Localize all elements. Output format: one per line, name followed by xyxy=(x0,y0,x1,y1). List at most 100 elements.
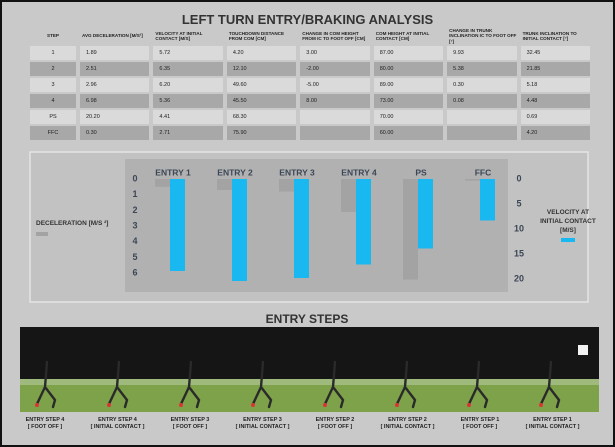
runner xyxy=(323,360,345,409)
table-cell: 21.85 xyxy=(520,62,590,76)
table-cell: 20.20 xyxy=(80,110,150,124)
runner xyxy=(395,360,417,409)
y-tick-label: 6 xyxy=(132,268,137,278)
table-cell: 4.48 xyxy=(520,94,590,108)
table-cell: 0.08 xyxy=(447,94,517,108)
table-cell: 4 xyxy=(30,94,76,108)
bar xyxy=(155,179,170,187)
runner xyxy=(467,360,489,409)
table-cell: -5.00 xyxy=(300,78,370,92)
table-cell xyxy=(300,110,370,124)
caption-phase: [ FOOT OFF ] xyxy=(172,424,208,430)
column-header: AVG DECELERATION [M/S²] xyxy=(82,33,143,39)
photo-caption: ENTRY STEP 4[ INITIAL CONTACT ] xyxy=(83,417,153,431)
photo-caption: ENTRY STEP 1[ FOOT OFF ] xyxy=(445,417,515,431)
y-tick-label: 4 xyxy=(132,236,137,246)
shoe xyxy=(467,403,471,407)
table-cell: FFC xyxy=(30,126,76,140)
bar xyxy=(403,179,418,280)
bar xyxy=(279,179,294,192)
table-cell: 0.30 xyxy=(447,78,517,92)
photo-strip xyxy=(20,327,599,412)
table-cell: PS xyxy=(30,110,76,124)
shoe xyxy=(395,403,399,407)
table-cell: 49.60 xyxy=(226,78,297,92)
column-header: CHANGE IN TRUNK INCLINATION IC TO FOOT O… xyxy=(449,27,517,44)
page-title: LEFT TURN ENTRY/BRAKING ANALYSIS xyxy=(181,12,434,27)
bar xyxy=(465,179,480,181)
table-cell: 2.96 xyxy=(80,78,150,92)
caption-phase: [ INITIAL CONTACT ] xyxy=(90,424,145,430)
y-tick-label: 2 xyxy=(132,205,137,215)
table-cell: 2.51 xyxy=(80,62,150,76)
table-cell: 75.90 xyxy=(226,126,297,140)
y-tick-label: 5 xyxy=(132,252,137,262)
photo-caption: ENTRY STEP 4[ FOOT OFF ] xyxy=(10,417,80,431)
table-cell: 2.71 xyxy=(153,126,223,140)
x-tick-label: ENTRY 2 xyxy=(217,167,253,177)
photo-caption: ENTRY STEP 2[ FOOT OFF ] xyxy=(300,417,370,431)
runner xyxy=(179,360,201,409)
table-cell: 9.93 xyxy=(447,46,517,60)
caption-step: ENTRY STEP 3 xyxy=(243,417,282,423)
photo-caption: ENTRY STEP 2[ INITIAL CONTACT ] xyxy=(373,417,443,431)
y-tick-label: 1 xyxy=(132,189,137,199)
caption-phase: [ INITIAL CONTACT ] xyxy=(525,424,580,430)
table-cell: 68.30 xyxy=(226,110,297,124)
y2-tick-label: 15 xyxy=(514,248,524,258)
y2-tick-label: 5 xyxy=(516,198,521,208)
bar xyxy=(341,179,356,212)
bar xyxy=(356,179,371,265)
runner xyxy=(251,360,273,409)
caption-step: ENTRY STEP 4 xyxy=(98,417,137,423)
bar xyxy=(294,179,309,278)
y2-tick-label: 10 xyxy=(514,223,524,233)
table-cell: 4.41 xyxy=(153,110,223,124)
table-cell: 32.45 xyxy=(520,46,590,60)
x-tick-label: ENTRY 3 xyxy=(279,167,315,177)
table-cell: 1 xyxy=(30,46,76,60)
table-cell: 6.98 xyxy=(80,94,150,108)
y-tick-label: 0 xyxy=(132,173,137,183)
shoe xyxy=(107,403,111,407)
runner xyxy=(107,360,129,409)
table-cell: 4.20 xyxy=(226,46,297,60)
column-header: STEP xyxy=(47,33,59,39)
shoe xyxy=(35,403,39,407)
legend-swatch xyxy=(36,232,48,236)
x-tick-label: ENTRY 4 xyxy=(341,167,377,177)
caption-phase: [ FOOT OFF ] xyxy=(462,424,498,430)
legend-swatch xyxy=(561,238,575,242)
shoe xyxy=(251,403,255,407)
table-cell xyxy=(447,126,517,140)
photo-caption: ENTRY STEP 3[ INITIAL CONTACT ] xyxy=(228,417,298,431)
table-cell: 0.30 xyxy=(80,126,150,140)
caption-step: ENTRY STEP 2 xyxy=(388,417,427,423)
table-cell: 1.89 xyxy=(80,46,150,60)
table-cell: 6.35 xyxy=(153,62,223,76)
table-cell: 6.20 xyxy=(153,78,223,92)
legend-label: DECELERATION [M/S ²] xyxy=(36,220,109,227)
column-header: TRUNK INCLINATION TO INITIAL CONTACT [°] xyxy=(522,30,577,42)
table-cell: 60.00 xyxy=(373,126,444,140)
x-tick-label: FFC xyxy=(475,167,492,177)
plot-area xyxy=(125,159,508,292)
legend-item: DECELERATION [M/S ²] xyxy=(36,220,126,236)
table-cell: 2 xyxy=(30,62,76,76)
table-cell: 80.00 xyxy=(373,62,444,76)
table-cell: 5.18 xyxy=(520,78,590,92)
bar xyxy=(217,179,232,190)
caption-step: ENTRY STEP 2 xyxy=(315,417,355,423)
data-table: STEP AVG DECELERATION [M/S²] VELOCITY AT I… xyxy=(30,28,590,140)
shoe xyxy=(539,403,543,407)
caption-phase: [ INITIAL CONTACT ] xyxy=(235,424,290,430)
photo-caption: ENTRY STEP 3[ FOOT OFF ] xyxy=(155,417,225,431)
table-cell: 5.72 xyxy=(153,46,223,60)
shoe xyxy=(179,403,183,407)
runner xyxy=(35,360,57,409)
table-cell: 3.00 xyxy=(300,46,370,60)
caption-step: ENTRY STEP 3 xyxy=(170,417,210,423)
table-cell: 0.69 xyxy=(520,110,590,124)
bar xyxy=(170,179,185,271)
